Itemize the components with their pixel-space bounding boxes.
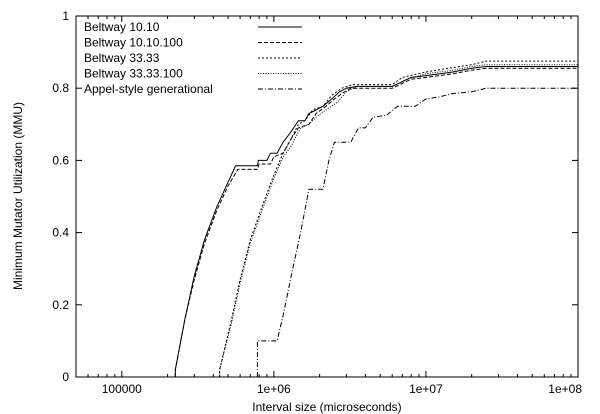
legend-label-4: Beltway 33.33.100 — [84, 67, 183, 81]
legend-label-1: Beltway 10.10 — [84, 20, 160, 34]
legend-label-5: Appel-style generational — [84, 82, 213, 96]
y-tick-label: 0.6 — [52, 153, 69, 167]
y-tick-label: 0.4 — [52, 226, 69, 240]
series-line-3 — [219, 60, 578, 377]
x-tick-label: 100000 — [102, 382, 142, 396]
y-axis-title: Minimum Mutator Utilization (MMU) — [11, 102, 25, 290]
series-line-1 — [174, 66, 578, 377]
axis-ticks: 0 0.2 0.4 0.6 0.8 1 100000 1e+06 1e+07 1e+08 — [52, 9, 582, 396]
plot-frame — [75, 15, 579, 378]
series-line-2 — [174, 67, 578, 377]
y-tick-label: 0.2 — [52, 298, 69, 312]
x-axis-title: Interval size (microseconds) — [252, 400, 401, 414]
series-line-4 — [219, 64, 578, 377]
x-tick-label: 1e+07 — [409, 382, 443, 396]
y-tick-label: 0 — [62, 370, 69, 384]
y-tick-label: 1 — [62, 9, 69, 23]
series-line-5 — [256, 87, 578, 377]
y-tick-label: 0.8 — [52, 81, 69, 95]
x-tick-label: 1e+06 — [257, 382, 291, 396]
x-tick-label: 1e+08 — [548, 382, 582, 396]
legend-label-2: Beltway 10.10.100 — [84, 36, 183, 50]
legend-label-3: Beltway 33.33 — [84, 51, 160, 65]
series-layer — [174, 60, 578, 377]
